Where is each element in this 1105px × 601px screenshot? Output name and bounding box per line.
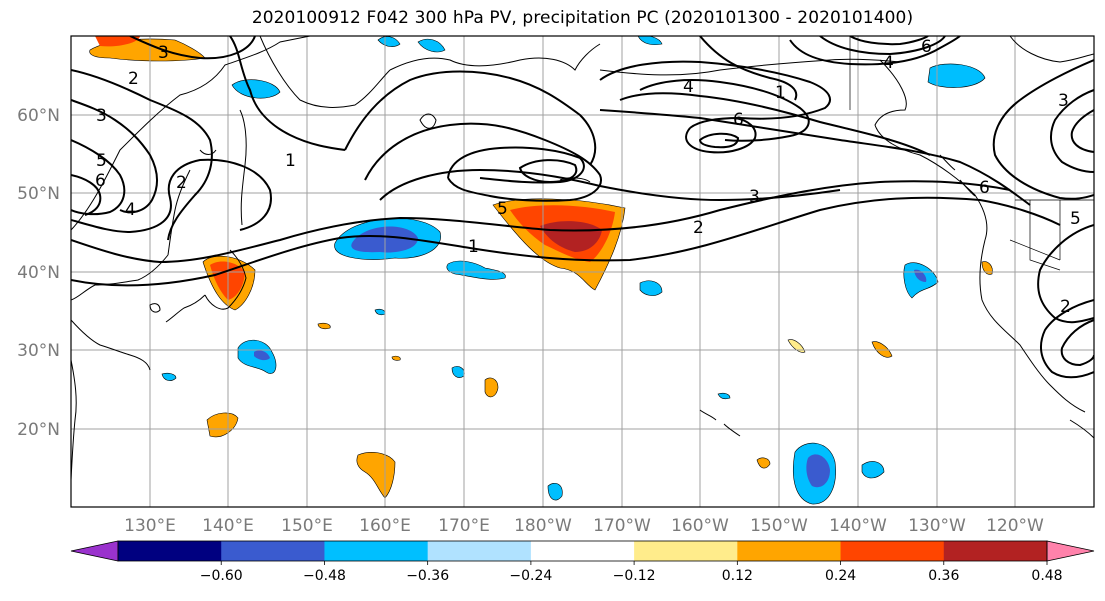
- pv-label-1: 1: [285, 151, 296, 171]
- lon-label: 180°W: [514, 516, 572, 536]
- pv-label-4: 4: [883, 53, 894, 73]
- lat-label: 30°N: [17, 341, 60, 361]
- colorbar-tick-label: 0.24: [825, 568, 856, 584]
- pv-label-1: 1: [775, 83, 786, 103]
- colorbar-tick-label: −0.48: [303, 568, 346, 584]
- pv-label-5: 5: [96, 151, 107, 171]
- pv-label-4: 4: [683, 77, 694, 97]
- pv-label-3: 3: [749, 187, 760, 207]
- political-borders: [849, 36, 1094, 271]
- pv-contour-labels: 1 1 1 2 2 2 2 3 3 3 3 4 4 4 5 5 5 6 6 6 …: [95, 37, 1081, 317]
- colorbar-extension-high: [1046, 540, 1095, 562]
- pv-label-4: 4: [125, 200, 136, 220]
- colorbar-tick-label: 0.48: [1031, 568, 1062, 584]
- lon-label: 170°E: [438, 516, 490, 536]
- longitude-labels: 130°E 140°E 150°E 160°E 170°E 180°W 170°…: [124, 516, 1044, 536]
- colorbar-segment: [530, 541, 635, 561]
- pv-label-3: 3: [158, 43, 169, 63]
- precip-negative-shading: [161, 36, 986, 505]
- lon-label: 130°E: [124, 516, 176, 536]
- pv-label-6: 6: [733, 110, 744, 130]
- map-frame: [70, 35, 1095, 508]
- pv-label-3: 3: [96, 106, 107, 126]
- pv-label-5: 5: [497, 199, 508, 219]
- colorbar-tick-label: −0.60: [200, 568, 243, 584]
- lon-label: 150°W: [750, 516, 808, 536]
- pv-label-3: 3: [1058, 91, 1069, 111]
- colorbar-segment: [118, 541, 222, 561]
- colorbar-segment: [943, 541, 1048, 561]
- map-title: 2020100912 F042 300 hPa PV, precipitatio…: [251, 8, 914, 28]
- colorbar-segment: [324, 541, 429, 561]
- pv-contours: [71, 36, 1094, 379]
- pv-label-2: 2: [128, 69, 139, 89]
- lon-label: 120°W: [986, 516, 1044, 536]
- lon-label: 160°E: [359, 516, 411, 536]
- lon-label: 140°W: [829, 516, 887, 536]
- pv-label-6: 6: [921, 37, 932, 57]
- lon-label: 130°W: [908, 516, 966, 536]
- colorbar-tick-label: −0.36: [406, 568, 449, 584]
- lat-label: 40°N: [17, 263, 60, 283]
- colorbar-tick-label: −0.12: [613, 568, 656, 584]
- pv-label-2: 2: [176, 173, 187, 193]
- colorbar-tick-label: 0.12: [722, 568, 753, 584]
- colorbar-segment: [427, 541, 532, 561]
- latitude-labels: 60°N 50°N 40°N 30°N 20°N: [17, 106, 60, 440]
- pv-label-6: 6: [979, 178, 990, 198]
- lon-label: 160°W: [671, 516, 729, 536]
- pv-label-2: 2: [693, 218, 704, 238]
- gridlines: [71, 36, 1094, 507]
- colorbar-tick-label: −0.24: [509, 568, 552, 584]
- colorbar-segment: [634, 541, 738, 561]
- lon-label: 150°E: [281, 516, 333, 536]
- colorbar-segment: [737, 541, 842, 561]
- lat-label: 60°N: [17, 106, 60, 126]
- lat-label: 50°N: [17, 184, 60, 204]
- colorbar-extension-low: [70, 540, 119, 562]
- pv-label-1: 1: [468, 237, 479, 257]
- pv-label-2: 2: [1060, 297, 1071, 317]
- colorbar-segment: [221, 541, 325, 561]
- colorbar-frame: [117, 540, 1048, 562]
- lat-label: 20°N: [17, 420, 60, 440]
- lon-label: 140°E: [202, 516, 254, 536]
- pv-label-5: 5: [1070, 209, 1081, 229]
- colorbar-segment: [840, 541, 945, 561]
- pv-label-6: 6: [95, 171, 106, 191]
- map-panel: 1 1 1 2 2 2 2 3 3 3 3 4 4 4 5 5 5 6 6 6 …: [71, 36, 1094, 507]
- lon-label: 170°W: [593, 516, 651, 536]
- colorbar-tick-label: 0.36: [928, 568, 959, 584]
- colorbar: −0.60 −0.48 −0.36 −0.24 −0.12 0.12 0.24 0.36 0.4…: [70, 540, 1095, 584]
